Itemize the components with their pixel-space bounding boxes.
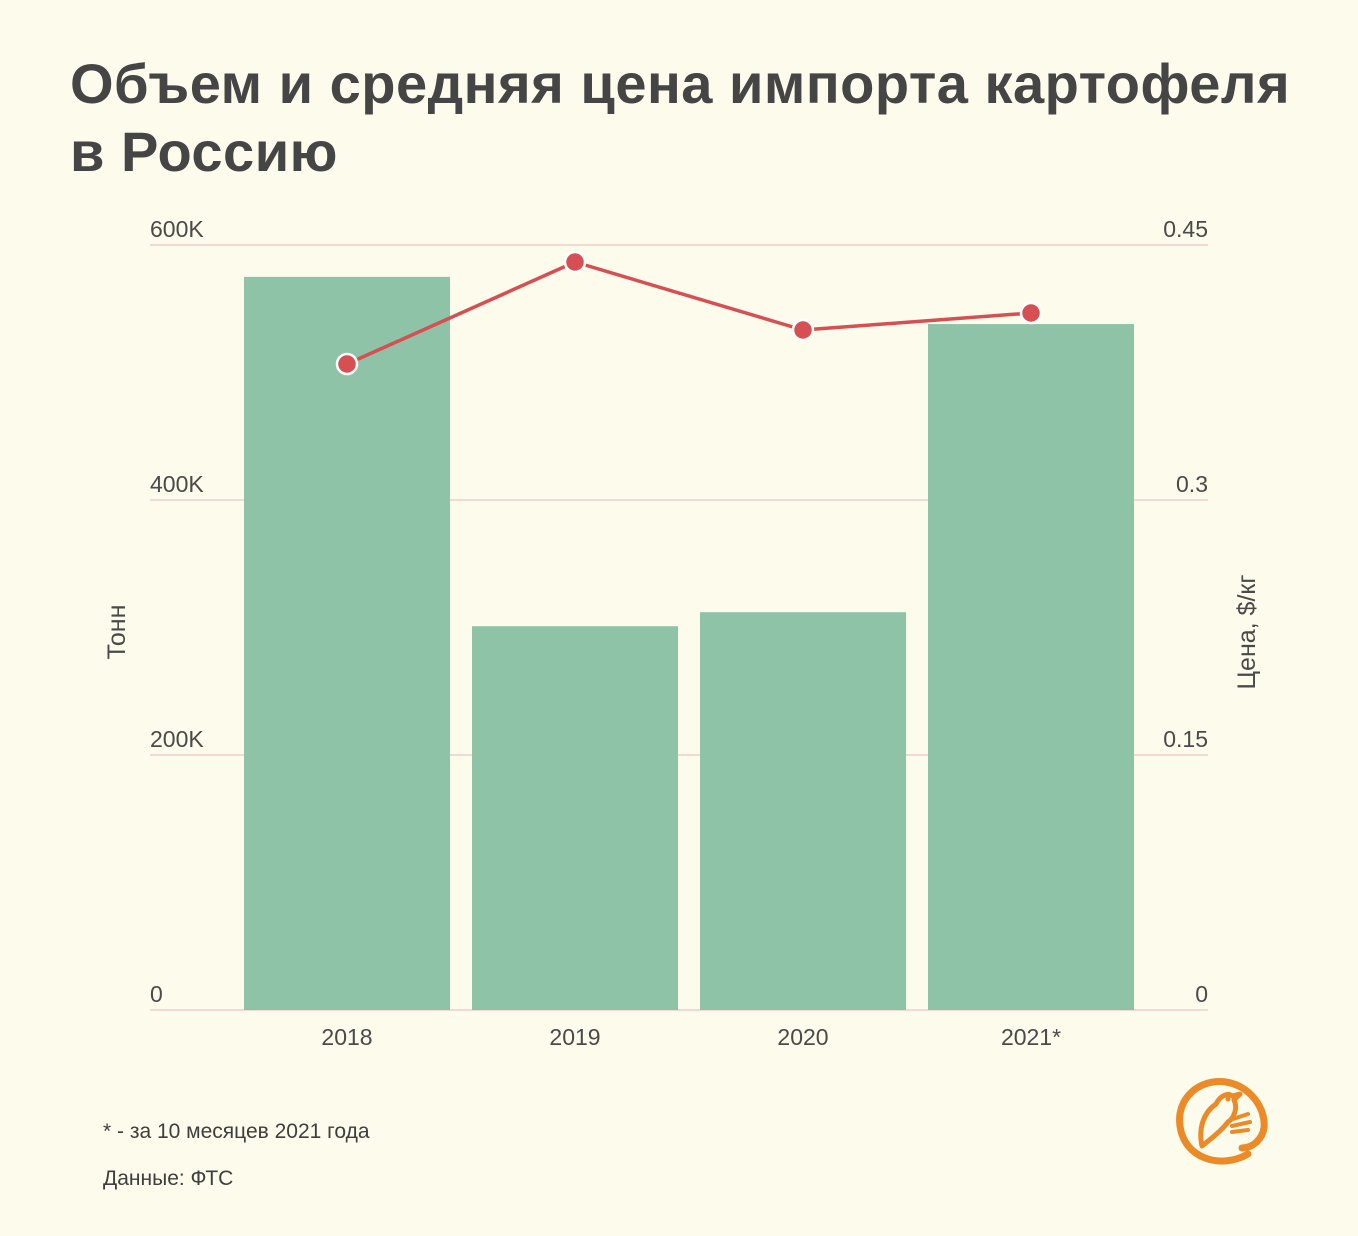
y-axis-label-left: Тонн xyxy=(103,605,131,660)
data-source: Данные: ФТС xyxy=(103,1167,234,1190)
x-tick-label: 2021* xyxy=(1001,1024,1061,1050)
x-tick-label: 2019 xyxy=(549,1024,600,1050)
y-tick-label-left: 600K xyxy=(150,216,204,242)
y-tick-label-left: 400K xyxy=(150,471,204,497)
price-point xyxy=(335,352,359,376)
bar xyxy=(244,276,450,1010)
bar xyxy=(472,626,678,1010)
y-tick-label-left: 0 xyxy=(150,981,163,1007)
y-tick-label-right: 0 xyxy=(1195,981,1208,1007)
bar xyxy=(700,612,906,1010)
y-axis-label-right: Цена, $/кг xyxy=(1233,575,1261,690)
y-tick-label-right: 0.45 xyxy=(1163,216,1208,242)
y-tick-label-left: 200K xyxy=(150,726,204,752)
footnote: * - за 10 месяцев 2021 года xyxy=(103,1120,370,1143)
x-tick-label: 2018 xyxy=(321,1024,372,1050)
bar xyxy=(928,324,1134,1010)
price-point xyxy=(1019,301,1043,325)
x-tick-label: 2020 xyxy=(777,1024,828,1050)
price-point xyxy=(563,250,587,274)
price-line xyxy=(346,260,1032,366)
price-point xyxy=(791,318,815,342)
chart-title: Объем и средняя цена импорта картофеля в… xyxy=(70,52,1291,183)
bird-logo-icon xyxy=(1176,1078,1268,1165)
y-tick-label-right: 0.3 xyxy=(1176,471,1208,497)
y-tick-label-right: 0.15 xyxy=(1163,726,1208,752)
